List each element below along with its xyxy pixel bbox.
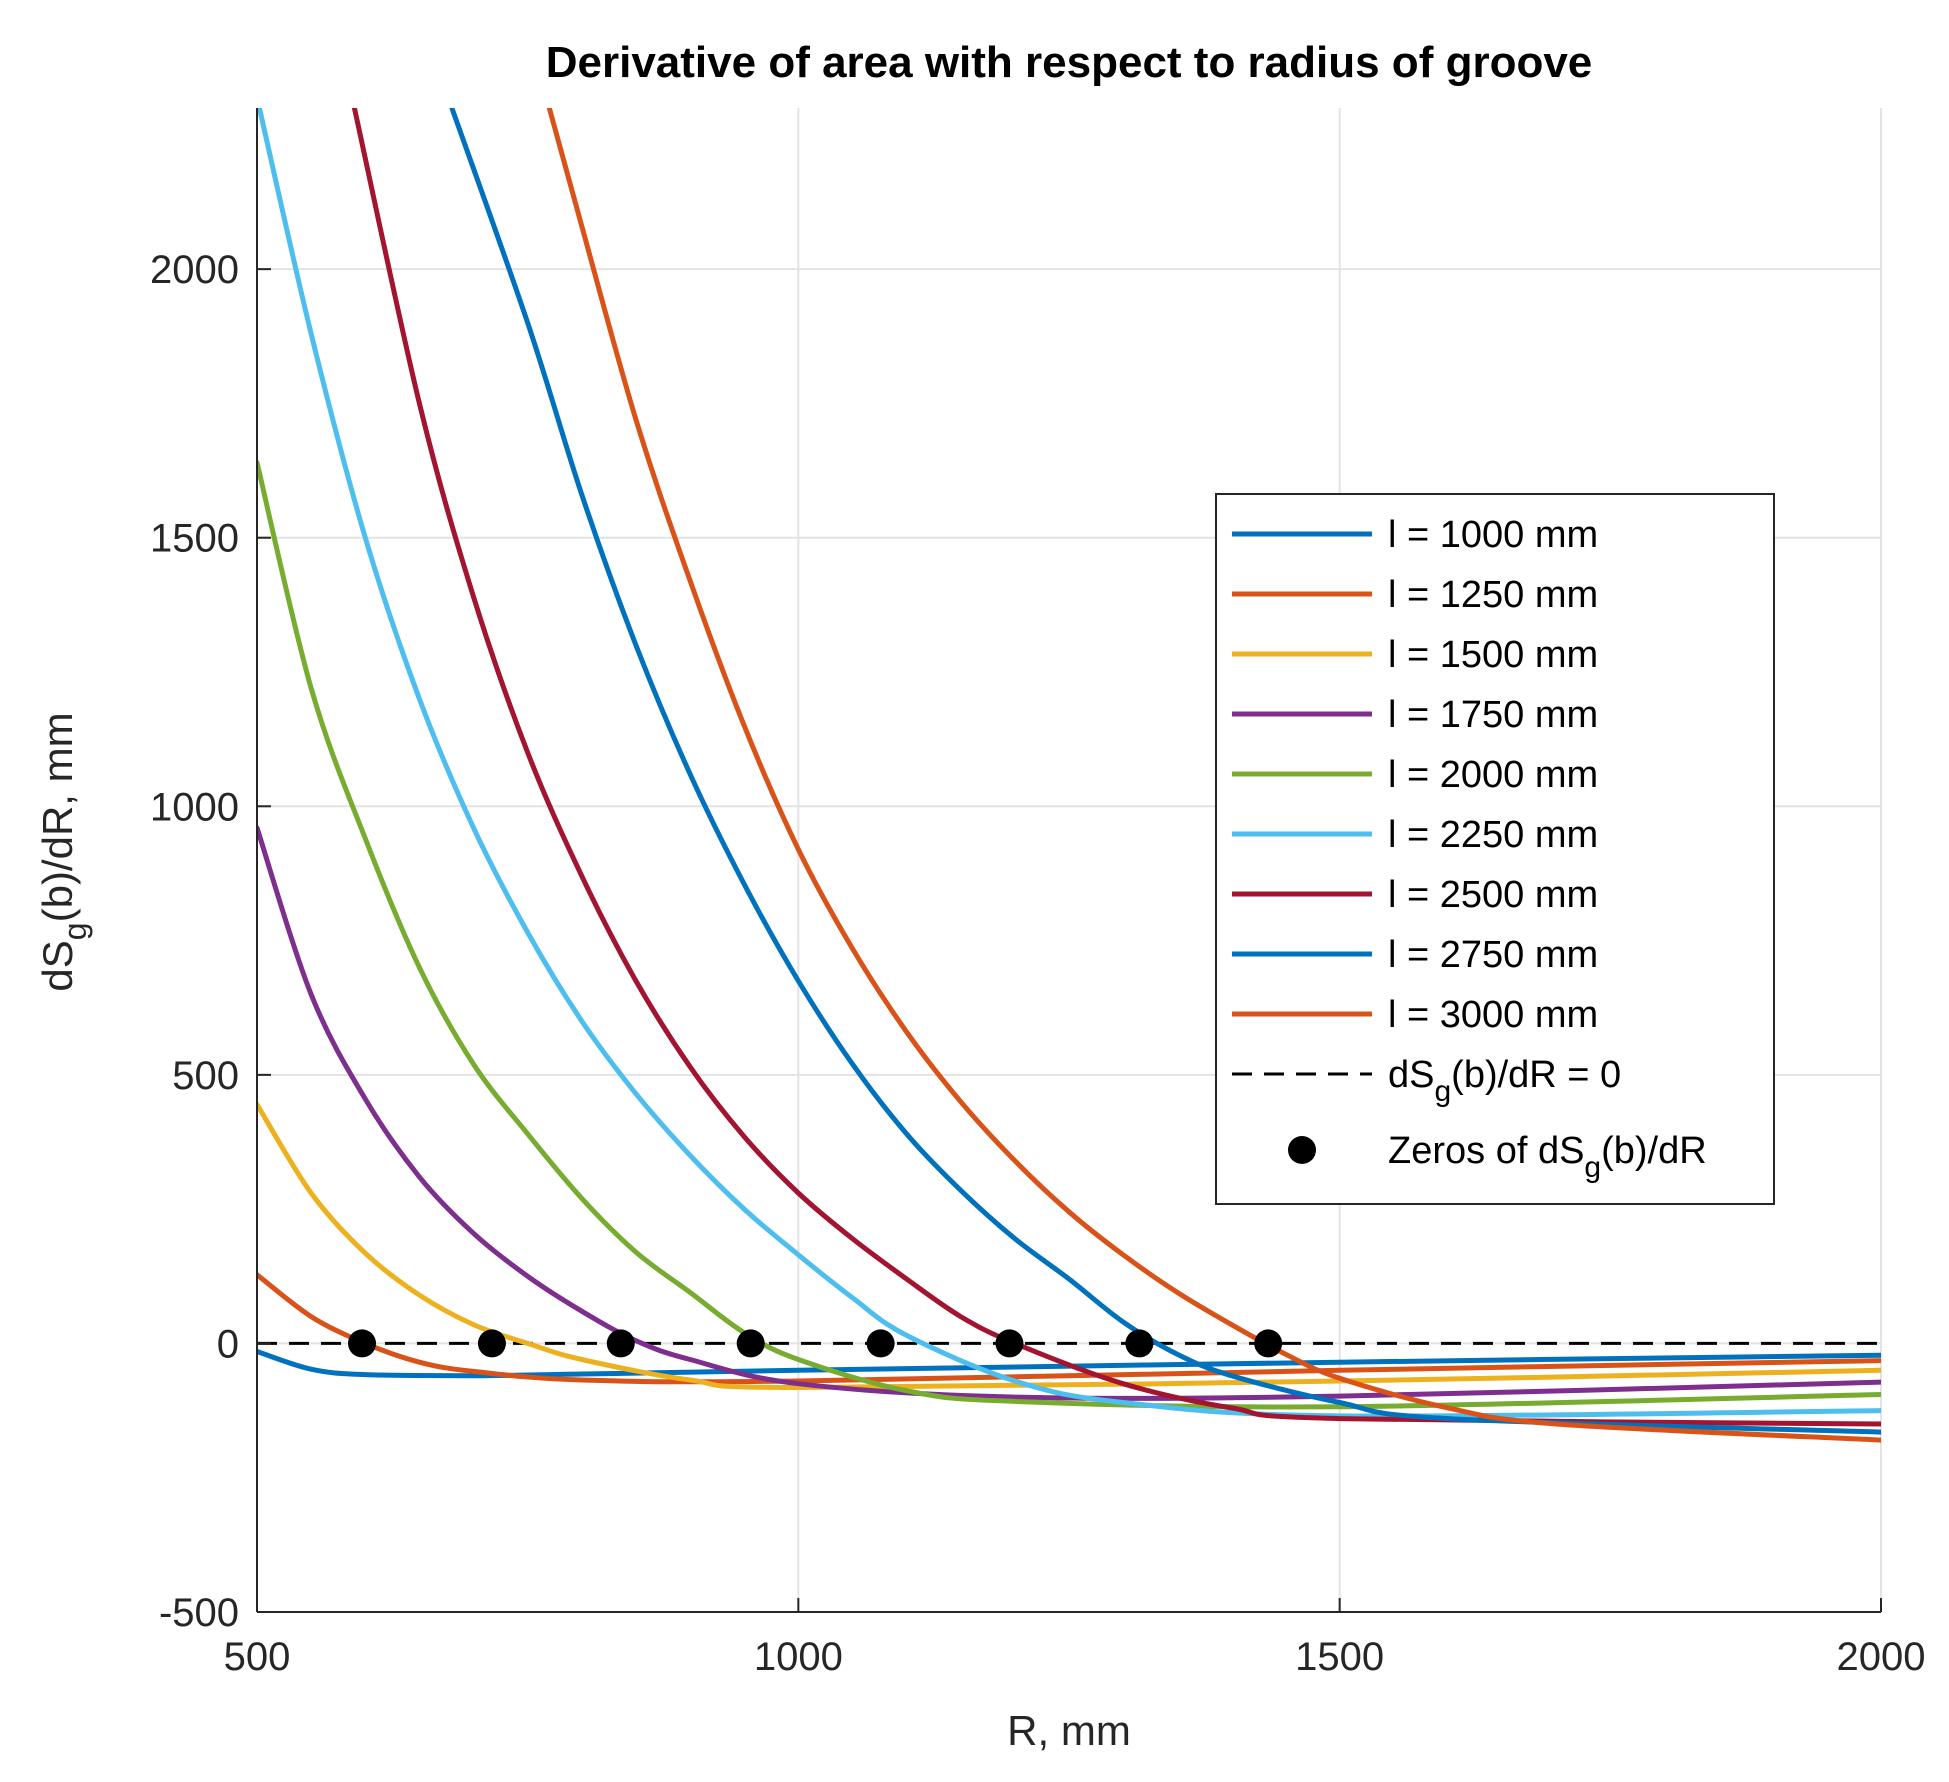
x-tick-label-2: 1500 [1295, 1635, 1384, 1679]
x-tick-label-0: 500 [224, 1635, 291, 1679]
legend-label-3: l = 1500 mm [1388, 634, 1598, 676]
y-tick-label-2: 500 [172, 1054, 239, 1098]
legend-label-4: l = 1750 mm [1388, 694, 1598, 736]
y-tick-label-0: -500 [159, 1591, 239, 1635]
axes [256, 108, 1882, 1613]
zero-marker-4 [736, 1329, 765, 1358]
y-tick-label-1: 0 [217, 1322, 239, 1366]
legend-label-8: l = 2750 mm [1388, 934, 1598, 976]
x-tick-label-1: 1000 [754, 1635, 843, 1679]
zero-marker-8 [1254, 1329, 1283, 1358]
zero-marker-3 [606, 1329, 635, 1358]
legend: l = 1000 mm l = 1250 mm l = 1500 mm l = 175… [1215, 493, 1775, 1205]
x-axis-label: R, mm [1007, 1707, 1131, 1754]
y-tick-label-3: 1000 [150, 785, 239, 829]
y-tick-label-5: 2000 [150, 248, 239, 292]
zero-markers [348, 1329, 1283, 1358]
y-axis-label-main: dS [34, 940, 81, 991]
zero-marker-2 [477, 1329, 506, 1358]
tick-labels: 500 1000 1500 2000 -500 0 500 1000 1500 2000 [150, 248, 1925, 1679]
series-line-5 [257, 460, 1881, 1410]
y-tick-label-4: 1500 [150, 517, 239, 561]
legend-label-2: l = 1250 mm [1388, 574, 1598, 616]
chart-title: Derivative of area with respect to radiu… [546, 38, 1593, 87]
series-line-6 [257, 108, 1881, 1419]
legend-label-1: l = 1000 mm [1388, 514, 1598, 556]
y-axis-label-sub: g [57, 922, 93, 940]
series-line-8 [449, 108, 1881, 1435]
series-line-9 [546, 108, 1881, 1443]
zero-marker-6 [995, 1329, 1024, 1358]
series-line-1 [257, 1349, 1881, 1379]
legend-label-reference: dSg(b)/dR = 0 [1388, 1054, 1621, 1108]
zero-marker-7 [1125, 1329, 1154, 1358]
legend-label-6: l = 2250 mm [1388, 814, 1598, 856]
zero-marker-5 [866, 1329, 895, 1358]
legend-label-9: l = 3000 mm [1388, 994, 1598, 1036]
series-line-7 [351, 108, 1881, 1427]
legend-label-5: l = 2000 mm [1388, 754, 1598, 796]
legend-marker-zeros [1288, 1136, 1316, 1164]
x-tick-label-3: 2000 [1837, 1635, 1926, 1679]
zero-marker-1 [348, 1329, 377, 1358]
legend-box [1215, 493, 1775, 1205]
series-lines [257, 108, 1881, 1443]
legend-label-7: l = 2500 mm [1388, 874, 1598, 916]
y-axis-label: dSg(b)/dR, mm [34, 712, 93, 991]
y-axis-label-rest: (b)/dR, mm [34, 712, 81, 922]
legend-label-zeros: Zeros of dSg(b)/dR [1388, 1130, 1707, 1184]
